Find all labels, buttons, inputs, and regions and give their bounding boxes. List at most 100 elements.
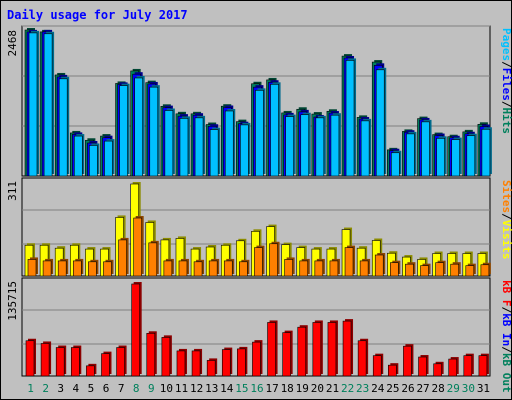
bar-sites-7-face — [118, 239, 127, 277]
bar-sites-20 — [314, 258, 325, 277]
bar-kbytes-6-face — [101, 353, 110, 377]
bar-kbytes-28-face — [433, 363, 442, 377]
day-label-11: 11 — [175, 382, 188, 395]
bar-sites-16 — [254, 245, 265, 277]
bar-pages-6 — [104, 139, 115, 177]
day-label-8: 8 — [133, 382, 140, 395]
bar-kbytes-12-face — [191, 350, 201, 377]
bar-kbytes-9 — [146, 331, 157, 377]
legend-panel3-item-4: / — [500, 346, 512, 353]
day-label-19: 19 — [296, 382, 309, 395]
bar-pages-17 — [270, 82, 281, 177]
bar-pages-25-face — [391, 152, 400, 177]
bar-sites-30-face — [465, 265, 475, 277]
day-label-25: 25 — [386, 382, 399, 395]
bar-kbytes-4 — [70, 345, 82, 377]
day-label-1: 1 — [27, 382, 34, 395]
bar-sites-6 — [103, 259, 114, 277]
bar-pages-15 — [240, 122, 251, 177]
bar-sites-22-face — [344, 247, 354, 277]
day-label-14: 14 — [220, 382, 234, 395]
bar-kbytes-4-face — [70, 347, 80, 377]
bar-kbytes-13-face — [206, 360, 216, 377]
bar-sites-17-face — [269, 243, 278, 277]
bar-kbytes-20-face — [312, 322, 322, 377]
bar-kbytes-27 — [418, 355, 429, 377]
bar-pages-2 — [43, 31, 55, 177]
bar-pages-30-face — [466, 135, 476, 177]
bar-kbytes-18-face — [282, 332, 291, 377]
bar-pages-22 — [345, 58, 357, 177]
bar-kbytes-5-face — [86, 365, 95, 377]
panel1-ymax-label: 2468 — [6, 30, 19, 57]
bar-pages-24 — [375, 67, 387, 177]
day-label-30: 30 — [462, 382, 475, 395]
bar-sites-14 — [223, 258, 235, 277]
bar-sites-7 — [118, 237, 129, 277]
bar-pages-7-face — [119, 85, 128, 177]
bar-sites-15-face — [239, 261, 248, 277]
day-label-22: 22 — [341, 382, 354, 395]
bar-kbytes-28 — [433, 361, 444, 377]
bar-sites-27-face — [420, 265, 429, 277]
bar-kbytes-21 — [327, 320, 338, 377]
bar-kbytes-26-face — [403, 345, 412, 377]
bar-sites-1-face — [27, 259, 37, 277]
legend-panel2-item-2: / — [500, 213, 512, 220]
bar-pages-12-face — [194, 117, 204, 177]
bar-kbytes-19 — [297, 325, 308, 377]
bar-kbytes-25 — [388, 363, 399, 377]
bar-sites-18 — [284, 257, 295, 277]
bar-pages-6-face — [104, 140, 113, 177]
bar-pages-17-face — [270, 84, 279, 177]
bar-kbytes-1 — [25, 338, 36, 377]
bar-kbytes-29 — [448, 357, 459, 377]
legend-panel3: kB F/kB In/kB Out — [500, 280, 512, 393]
bar-sites-3 — [57, 258, 69, 277]
bar-pages-19 — [300, 112, 311, 177]
bar-kbytes-19-face — [297, 326, 307, 377]
day-label-12: 12 — [190, 382, 203, 395]
bar-sites-13 — [208, 258, 220, 277]
bar-sites-31 — [480, 262, 491, 277]
bar-kbytes-2-face — [40, 343, 50, 377]
day-label-31: 31 — [477, 382, 490, 395]
bar-sites-9-face — [148, 242, 158, 277]
bar-pages-4 — [73, 134, 85, 177]
bar-kbytes-10-face — [161, 337, 171, 377]
legend-panel1-item-3: Files — [500, 68, 512, 101]
bar-sites-18-face — [284, 259, 293, 277]
day-label-7: 7 — [118, 382, 125, 395]
bar-pages-25 — [391, 150, 402, 177]
bar-kbytes-22 — [342, 319, 354, 377]
day-label-16: 16 — [250, 382, 263, 395]
day-label-3: 3 — [57, 382, 64, 395]
bar-kbytes-8 — [131, 282, 142, 377]
day-label-23: 23 — [356, 382, 369, 395]
bar-pages-26 — [406, 131, 417, 177]
day-label-21: 21 — [326, 382, 339, 395]
bar-kbytes-20 — [312, 320, 323, 377]
bar-sites-4-face — [72, 260, 82, 277]
bar-pages-23 — [360, 118, 372, 177]
bar-sites-5-face — [88, 261, 97, 277]
bar-sites-12 — [193, 259, 205, 277]
bar-sites-28-face — [435, 262, 444, 277]
bar-sites-26 — [405, 262, 416, 277]
legend-panel1-item-4: / — [500, 101, 512, 108]
day-label-27: 27 — [416, 382, 429, 395]
bar-pages-29 — [451, 137, 462, 177]
bar-kbytes-3-face — [55, 347, 65, 377]
bar-pages-28 — [436, 136, 447, 177]
bar-kbytes-14-face — [221, 349, 231, 377]
bar-pages-24-face — [375, 69, 385, 177]
bar-sites-16-face — [254, 247, 263, 277]
bar-kbytes-23-face — [357, 340, 367, 377]
bar-sites-31-face — [480, 264, 490, 277]
bar-pages-15-face — [240, 124, 249, 177]
bar-sites-27 — [420, 263, 431, 277]
bar-kbytes-16 — [252, 340, 263, 377]
bar-kbytes-27-face — [418, 356, 427, 377]
bar-kbytes-2 — [40, 341, 52, 377]
